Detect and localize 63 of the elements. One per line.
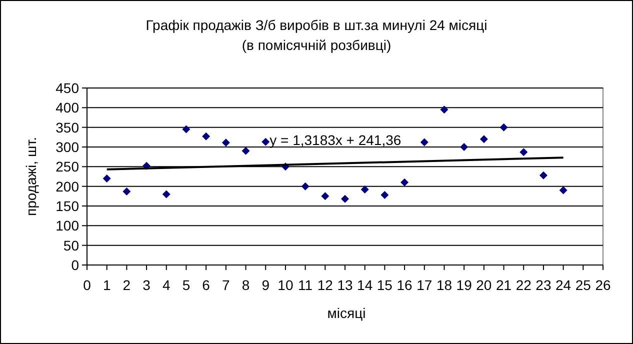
point [301, 182, 310, 190]
point [341, 194, 349, 203]
point [460, 143, 468, 151]
point [539, 171, 548, 180]
point [222, 138, 230, 147]
x-tick-label: 21 [496, 277, 512, 293]
x-tick-label: 25 [575, 277, 592, 293]
y-tick-label: 400 [56, 100, 80, 116]
point [122, 187, 131, 196]
x-tick-label: 23 [536, 277, 552, 293]
chart-title: Графік продажів З/б виробів в шт.за минулі 24 місяці [146, 17, 488, 33]
y-axis-title: продажі, шт. [23, 136, 39, 216]
y-tick-label: 450 [56, 80, 80, 96]
point [420, 138, 428, 146]
chart-subtitle: (в помісячній розбивці) [242, 37, 392, 53]
point [480, 135, 488, 144]
x-tick-label: 10 [278, 277, 294, 293]
x-tick-label: 6 [202, 277, 210, 293]
y-tick-label: 100 [56, 218, 80, 234]
point [242, 146, 250, 155]
y-tick-label: 150 [56, 198, 80, 214]
x-tick-label: 26 [595, 277, 611, 293]
y-tick-label: 50 [63, 237, 80, 254]
point [440, 106, 448, 114]
point [321, 192, 330, 200]
y-tick-label: 350 [56, 119, 80, 136]
x-tick-label: 4 [162, 277, 170, 293]
x-tick-label: 8 [242, 277, 250, 293]
point [262, 138, 270, 146]
x-tick-label: 5 [182, 277, 190, 293]
point [559, 186, 568, 194]
x-tick-label: 9 [262, 277, 270, 293]
x-tick-label: 14 [357, 277, 373, 293]
x-tick-label: 11 [298, 277, 313, 293]
x-tick-label: 24 [556, 277, 572, 293]
x-tick-label: 19 [456, 277, 472, 293]
y-tick-label: 0 [71, 257, 80, 273]
x-tick-label: 7 [222, 277, 230, 293]
x-tick-label: 0 [83, 277, 92, 293]
x-tick-label: 16 [396, 277, 413, 293]
x-tick-label: 22 [516, 277, 532, 293]
point [380, 190, 389, 199]
point [500, 123, 508, 132]
point [162, 190, 170, 198]
point [102, 174, 111, 182]
point [360, 185, 369, 194]
x-tick-label: 2 [122, 277, 131, 293]
point [182, 125, 190, 134]
x-tick-label: 3 [142, 277, 151, 293]
x-axis-title: місяці [327, 305, 366, 321]
y-tick-label: 200 [56, 178, 80, 194]
x-tick-label: 18 [436, 277, 452, 293]
x-tick-label: 20 [476, 277, 492, 293]
y-tick-label: 300 [56, 139, 80, 155]
x-tick-label: 13 [337, 277, 353, 293]
point [400, 178, 409, 186]
point [520, 148, 528, 156]
point [202, 132, 210, 140]
x-tick-label: 12 [317, 277, 334, 293]
x-tick-label: 15 [376, 277, 393, 293]
y-tick-label: 250 [56, 158, 80, 175]
x-tick-label: 1 [102, 277, 111, 293]
x-tick-label: 17 [416, 277, 432, 293]
